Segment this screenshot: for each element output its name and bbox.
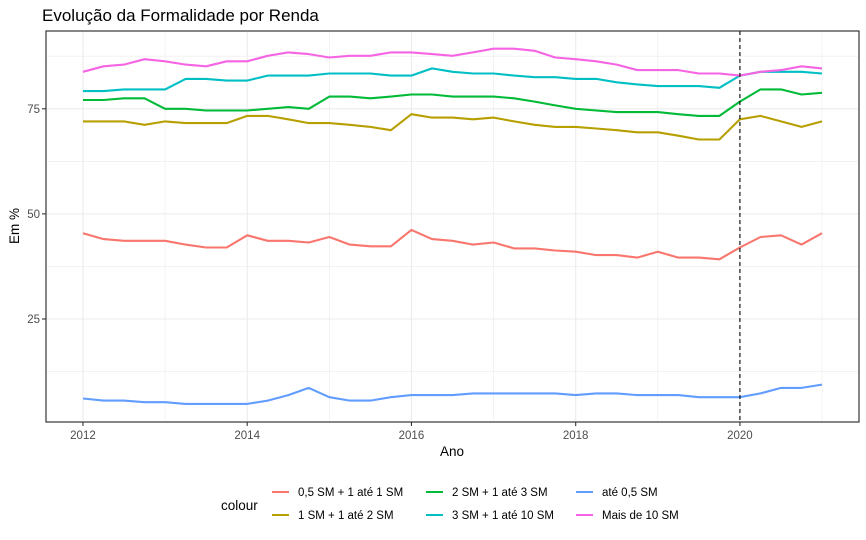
x-tick-label: 2012 xyxy=(70,430,96,442)
x-axis: 2012 2014 2016 2018 2020 xyxy=(70,422,753,442)
legend-label: 2 SM + 1 até 3 SM xyxy=(452,487,548,499)
legend-label: 1 SM + 1 até 2 SM xyxy=(298,510,394,522)
y-tick-label: 75 xyxy=(27,104,40,116)
series-lines xyxy=(82,47,823,405)
y-axis: 25 50 75 xyxy=(27,104,46,326)
legend-title: colour xyxy=(221,498,258,513)
chart-title: Evolução da Formalidade por Renda xyxy=(42,6,319,25)
x-axis-title: Ano xyxy=(440,444,464,459)
legend-item-4: 3 SM + 1 até 10 SM xyxy=(426,510,554,522)
x-tick-label: 2018 xyxy=(563,430,589,442)
legend-label: até 0,5 SM xyxy=(602,487,658,499)
plot-border xyxy=(45,30,860,423)
legend-item-6: Mais de 10 SM xyxy=(576,510,679,522)
legend-label: 3 SM + 1 até 10 SM xyxy=(452,510,554,522)
y-tick-label: 25 xyxy=(27,314,40,326)
x-tick-label: 2014 xyxy=(234,430,260,442)
legend: colour 0,5 SM + 1 até 1 SM 1 SM + 1 até 2… xyxy=(221,487,679,522)
legend-item-5: até 0,5 SM xyxy=(576,487,658,499)
x-tick-label: 2020 xyxy=(727,430,753,442)
y-axis-title: Em % xyxy=(7,208,22,244)
x-tick-label: 2016 xyxy=(399,430,425,442)
legend-label: 0,5 SM + 1 até 1 SM xyxy=(298,487,403,499)
y-tick-label: 50 xyxy=(27,209,40,221)
series-line-3 xyxy=(83,88,823,117)
series-line-4 xyxy=(83,67,823,93)
series-line-1 xyxy=(82,228,823,261)
series-line-2 xyxy=(83,113,823,141)
series-line-5 xyxy=(82,383,823,405)
plot-panel xyxy=(45,30,860,423)
legend-item-1: 0,5 SM + 1 até 1 SM xyxy=(272,487,403,499)
legend-label: Mais de 10 SM xyxy=(602,510,679,522)
grid-major xyxy=(46,31,859,422)
series-line-6 xyxy=(82,47,823,77)
legend-item-3: 2 SM + 1 até 3 SM xyxy=(426,487,548,499)
legend-item-2: 1 SM + 1 até 2 SM xyxy=(272,510,394,522)
